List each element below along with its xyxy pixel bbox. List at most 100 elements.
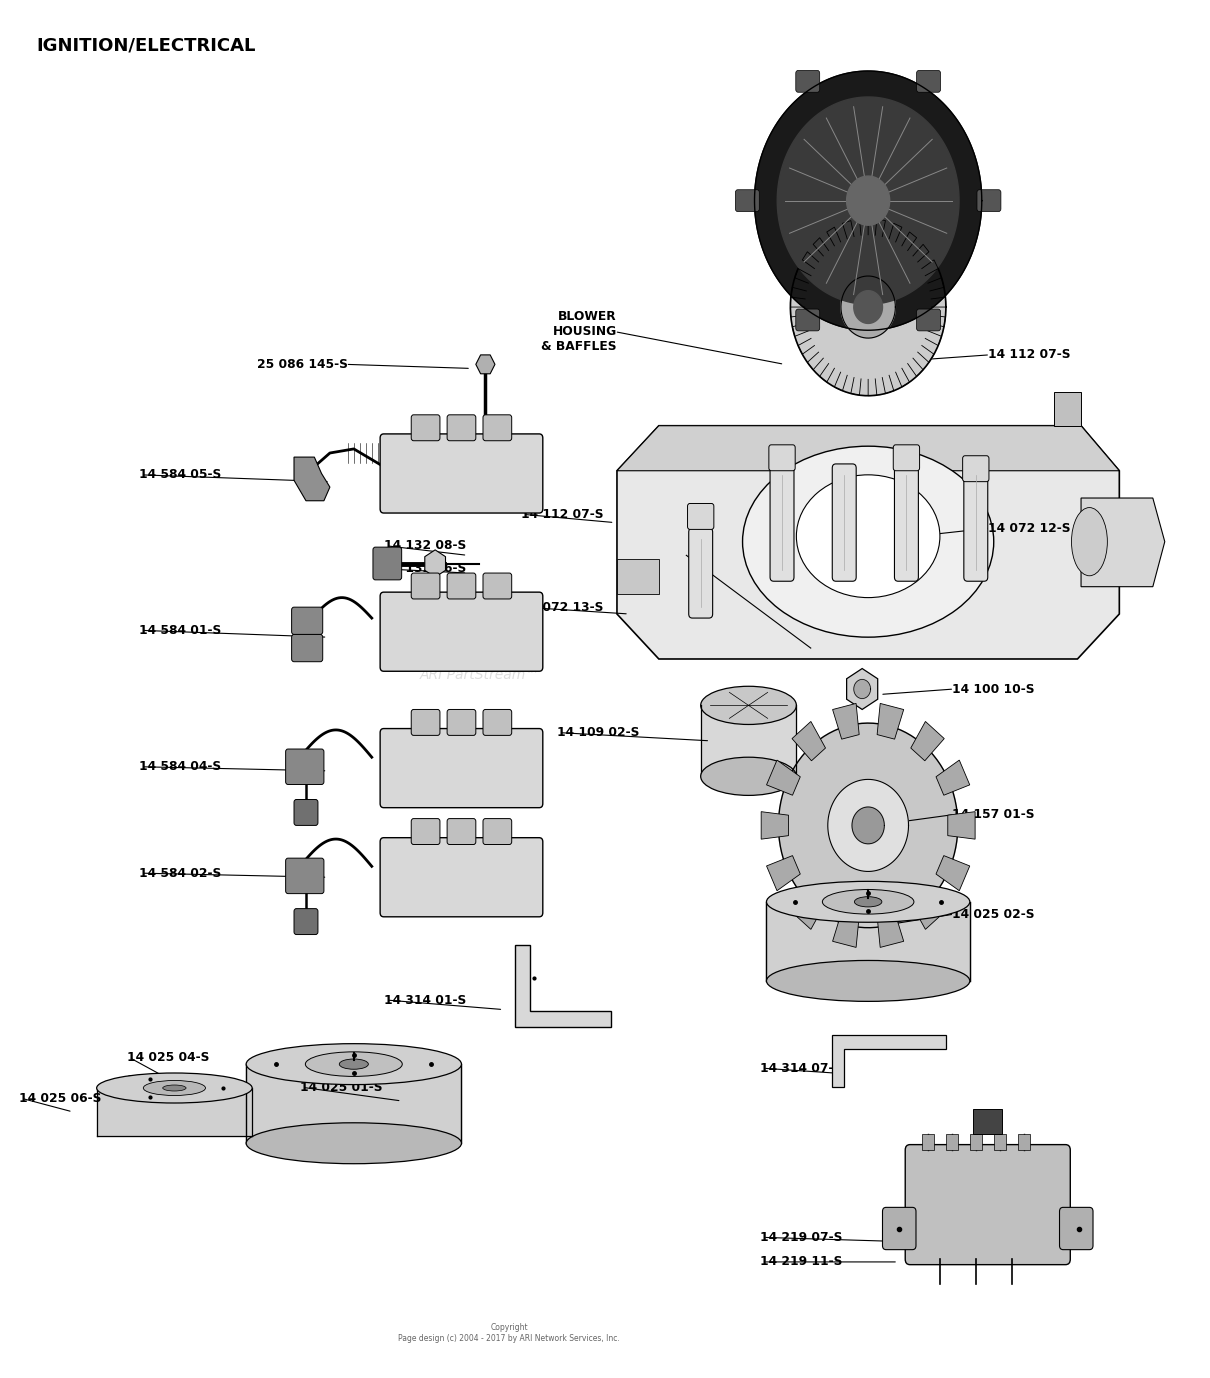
Polygon shape: [847, 176, 889, 225]
Text: IGNITION/ELECTRICAL: IGNITION/ELECTRICAL: [36, 37, 257, 55]
Polygon shape: [947, 812, 975, 839]
Polygon shape: [937, 856, 969, 890]
Text: 14 132 06-S: 14 132 06-S: [384, 562, 466, 576]
Polygon shape: [767, 761, 800, 795]
Ellipse shape: [766, 882, 969, 922]
Ellipse shape: [246, 1123, 461, 1163]
FancyBboxPatch shape: [736, 190, 760, 212]
Text: 14 025 02-S: 14 025 02-S: [952, 908, 1035, 921]
FancyBboxPatch shape: [976, 190, 1001, 212]
Text: 14 584 01-S: 14 584 01-S: [138, 624, 220, 637]
Polygon shape: [425, 550, 445, 577]
Ellipse shape: [143, 1080, 206, 1096]
Polygon shape: [911, 722, 944, 761]
FancyBboxPatch shape: [893, 445, 920, 471]
FancyBboxPatch shape: [411, 415, 440, 441]
Text: 14 072 13-S: 14 072 13-S: [522, 601, 604, 613]
FancyBboxPatch shape: [448, 819, 476, 845]
Polygon shape: [761, 812, 789, 839]
FancyBboxPatch shape: [294, 908, 318, 934]
Text: 14 112 07-S: 14 112 07-S: [987, 349, 1071, 361]
FancyBboxPatch shape: [448, 573, 476, 599]
FancyBboxPatch shape: [483, 573, 512, 599]
Polygon shape: [877, 912, 904, 948]
Polygon shape: [701, 706, 796, 776]
Polygon shape: [515, 945, 611, 1028]
Polygon shape: [617, 559, 658, 594]
Polygon shape: [841, 276, 895, 338]
Ellipse shape: [796, 475, 940, 598]
Polygon shape: [476, 356, 495, 373]
Polygon shape: [852, 808, 885, 843]
Polygon shape: [617, 426, 1119, 659]
Polygon shape: [877, 703, 904, 739]
Text: 14 109 02-S: 14 109 02-S: [557, 726, 640, 739]
FancyBboxPatch shape: [483, 710, 512, 736]
FancyBboxPatch shape: [894, 464, 918, 582]
Text: 14 584 05-S: 14 584 05-S: [138, 469, 220, 481]
FancyBboxPatch shape: [770, 464, 794, 582]
Text: 14 584 04-S: 14 584 04-S: [138, 761, 220, 773]
FancyBboxPatch shape: [373, 547, 402, 580]
Polygon shape: [246, 1064, 461, 1144]
Text: 14 157 01-S: 14 157 01-S: [952, 808, 1035, 821]
FancyBboxPatch shape: [380, 593, 543, 671]
Text: 14 072 12-S: 14 072 12-S: [987, 521, 1071, 535]
Polygon shape: [1054, 391, 1081, 426]
FancyBboxPatch shape: [905, 1145, 1071, 1265]
Ellipse shape: [97, 1073, 252, 1102]
FancyBboxPatch shape: [286, 750, 324, 784]
Polygon shape: [97, 1089, 252, 1135]
FancyBboxPatch shape: [796, 309, 819, 331]
FancyBboxPatch shape: [796, 70, 819, 92]
Polygon shape: [832, 1035, 946, 1087]
FancyBboxPatch shape: [963, 456, 989, 482]
FancyBboxPatch shape: [411, 573, 440, 599]
FancyBboxPatch shape: [922, 1134, 934, 1151]
Text: 14 219 07-S: 14 219 07-S: [761, 1231, 843, 1244]
Ellipse shape: [854, 897, 882, 907]
Polygon shape: [766, 901, 969, 981]
FancyBboxPatch shape: [973, 1109, 1002, 1134]
FancyBboxPatch shape: [917, 70, 940, 92]
Ellipse shape: [246, 1043, 461, 1084]
FancyBboxPatch shape: [882, 1207, 916, 1250]
Polygon shape: [854, 679, 870, 699]
Polygon shape: [828, 780, 909, 871]
FancyBboxPatch shape: [380, 729, 543, 808]
Polygon shape: [755, 72, 981, 331]
Text: BLOWER
HOUSING
& BAFFLES: BLOWER HOUSING & BAFFLES: [541, 310, 617, 353]
Ellipse shape: [823, 890, 914, 914]
Ellipse shape: [339, 1060, 368, 1069]
FancyBboxPatch shape: [292, 608, 323, 634]
Text: 14 219 11-S: 14 219 11-S: [761, 1255, 843, 1268]
Polygon shape: [617, 426, 1119, 471]
Polygon shape: [294, 457, 330, 500]
Text: 14 025 06-S: 14 025 06-S: [19, 1091, 102, 1105]
Polygon shape: [305, 1054, 402, 1075]
Text: 14 584 02-S: 14 584 02-S: [138, 867, 220, 879]
Polygon shape: [767, 856, 800, 890]
FancyBboxPatch shape: [380, 838, 543, 916]
Polygon shape: [847, 668, 877, 710]
Ellipse shape: [1072, 507, 1107, 576]
FancyBboxPatch shape: [969, 1134, 981, 1151]
FancyBboxPatch shape: [964, 464, 987, 582]
Polygon shape: [854, 291, 882, 324]
Text: 14 314 07-S: 14 314 07-S: [761, 1061, 842, 1075]
Ellipse shape: [743, 446, 993, 637]
Polygon shape: [777, 96, 960, 305]
Ellipse shape: [701, 757, 796, 795]
FancyBboxPatch shape: [1060, 1207, 1093, 1250]
Polygon shape: [793, 722, 825, 761]
FancyBboxPatch shape: [292, 634, 323, 661]
FancyBboxPatch shape: [483, 819, 512, 845]
FancyBboxPatch shape: [832, 464, 857, 582]
FancyBboxPatch shape: [687, 503, 714, 529]
FancyBboxPatch shape: [993, 1134, 1006, 1151]
Text: 14 132 08-S: 14 132 08-S: [384, 539, 466, 553]
FancyBboxPatch shape: [294, 799, 318, 825]
Polygon shape: [793, 890, 825, 929]
Ellipse shape: [162, 1084, 186, 1091]
Text: 14 025 04-S: 14 025 04-S: [127, 1051, 209, 1064]
